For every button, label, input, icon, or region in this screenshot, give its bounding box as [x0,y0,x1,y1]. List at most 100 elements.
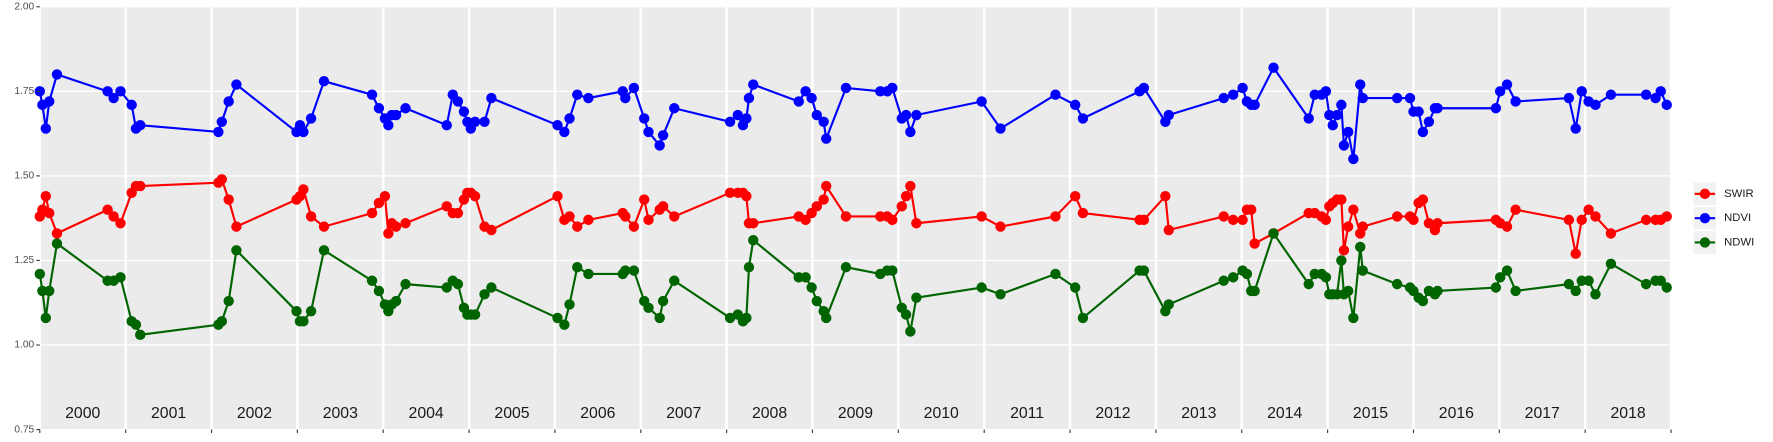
point [583,92,594,104]
point [223,194,234,205]
point [559,319,570,330]
point [1163,299,1174,310]
y-tick-label: 1.50 [14,171,34,182]
year-label: 2005 [494,405,529,422]
point [732,109,743,121]
point [821,133,832,144]
point [724,116,736,127]
point [748,218,759,229]
point [1661,99,1672,111]
point [40,190,52,202]
point [1343,126,1354,138]
point [821,312,832,324]
year-label: 2018 [1611,405,1646,422]
point [840,82,852,94]
point [1327,119,1338,131]
point [223,96,234,107]
year-label: 2015 [1353,405,1388,422]
y-tick-label: 1.00 [14,340,34,351]
point [1218,275,1229,286]
point [383,228,394,239]
point [231,221,242,232]
point [1510,204,1521,215]
point [213,126,224,138]
point [379,190,391,202]
point [911,292,922,303]
point [479,116,490,127]
point [135,180,146,192]
legend-label: SWIR [1724,188,1754,200]
point [572,89,583,100]
point [102,204,113,215]
point [1605,228,1617,239]
point [583,214,594,226]
legend-key-point [1699,237,1711,248]
point [1576,86,1587,97]
point [1661,211,1672,222]
point [223,295,234,307]
point [1605,258,1617,270]
point [383,119,394,131]
point [639,194,650,205]
point [654,312,665,324]
point [1423,218,1435,229]
point [657,295,669,307]
point [669,275,680,286]
point [1227,89,1239,100]
point [995,123,1006,134]
point [1490,282,1502,293]
point [1510,96,1521,107]
point [1355,241,1366,253]
point [34,268,46,280]
point [1417,295,1429,307]
point [366,275,378,286]
point [486,92,497,104]
point [1490,103,1502,114]
point [1227,272,1239,283]
point [669,103,680,114]
point [1331,109,1343,121]
point [976,211,987,222]
point [1494,272,1506,283]
point [115,218,126,229]
point [1583,275,1594,286]
y-tick-label: 1.25 [14,255,34,266]
point [298,126,309,138]
point [135,119,146,131]
point [373,197,385,209]
point [1138,214,1150,226]
point [1357,92,1369,104]
point [1348,153,1359,165]
point [44,207,55,219]
point [486,282,497,293]
point [1391,92,1403,104]
point [1348,312,1359,324]
point [1077,312,1089,324]
point [1432,218,1443,229]
point [564,211,575,222]
point [1391,278,1403,290]
year-label: 2014 [1267,405,1302,422]
point [1570,248,1581,259]
point [452,96,464,107]
point [318,75,330,87]
point [748,79,759,90]
point [1570,123,1581,134]
point [469,190,481,202]
point [572,262,583,273]
point [911,109,922,121]
point [620,92,631,104]
point [1320,272,1332,283]
point [620,265,631,276]
point [1324,109,1335,121]
point [1404,92,1416,104]
point [552,119,563,131]
point [741,113,752,124]
point [643,126,654,138]
point [1417,194,1429,205]
point [1268,62,1279,73]
point [806,92,817,104]
point [126,99,137,111]
